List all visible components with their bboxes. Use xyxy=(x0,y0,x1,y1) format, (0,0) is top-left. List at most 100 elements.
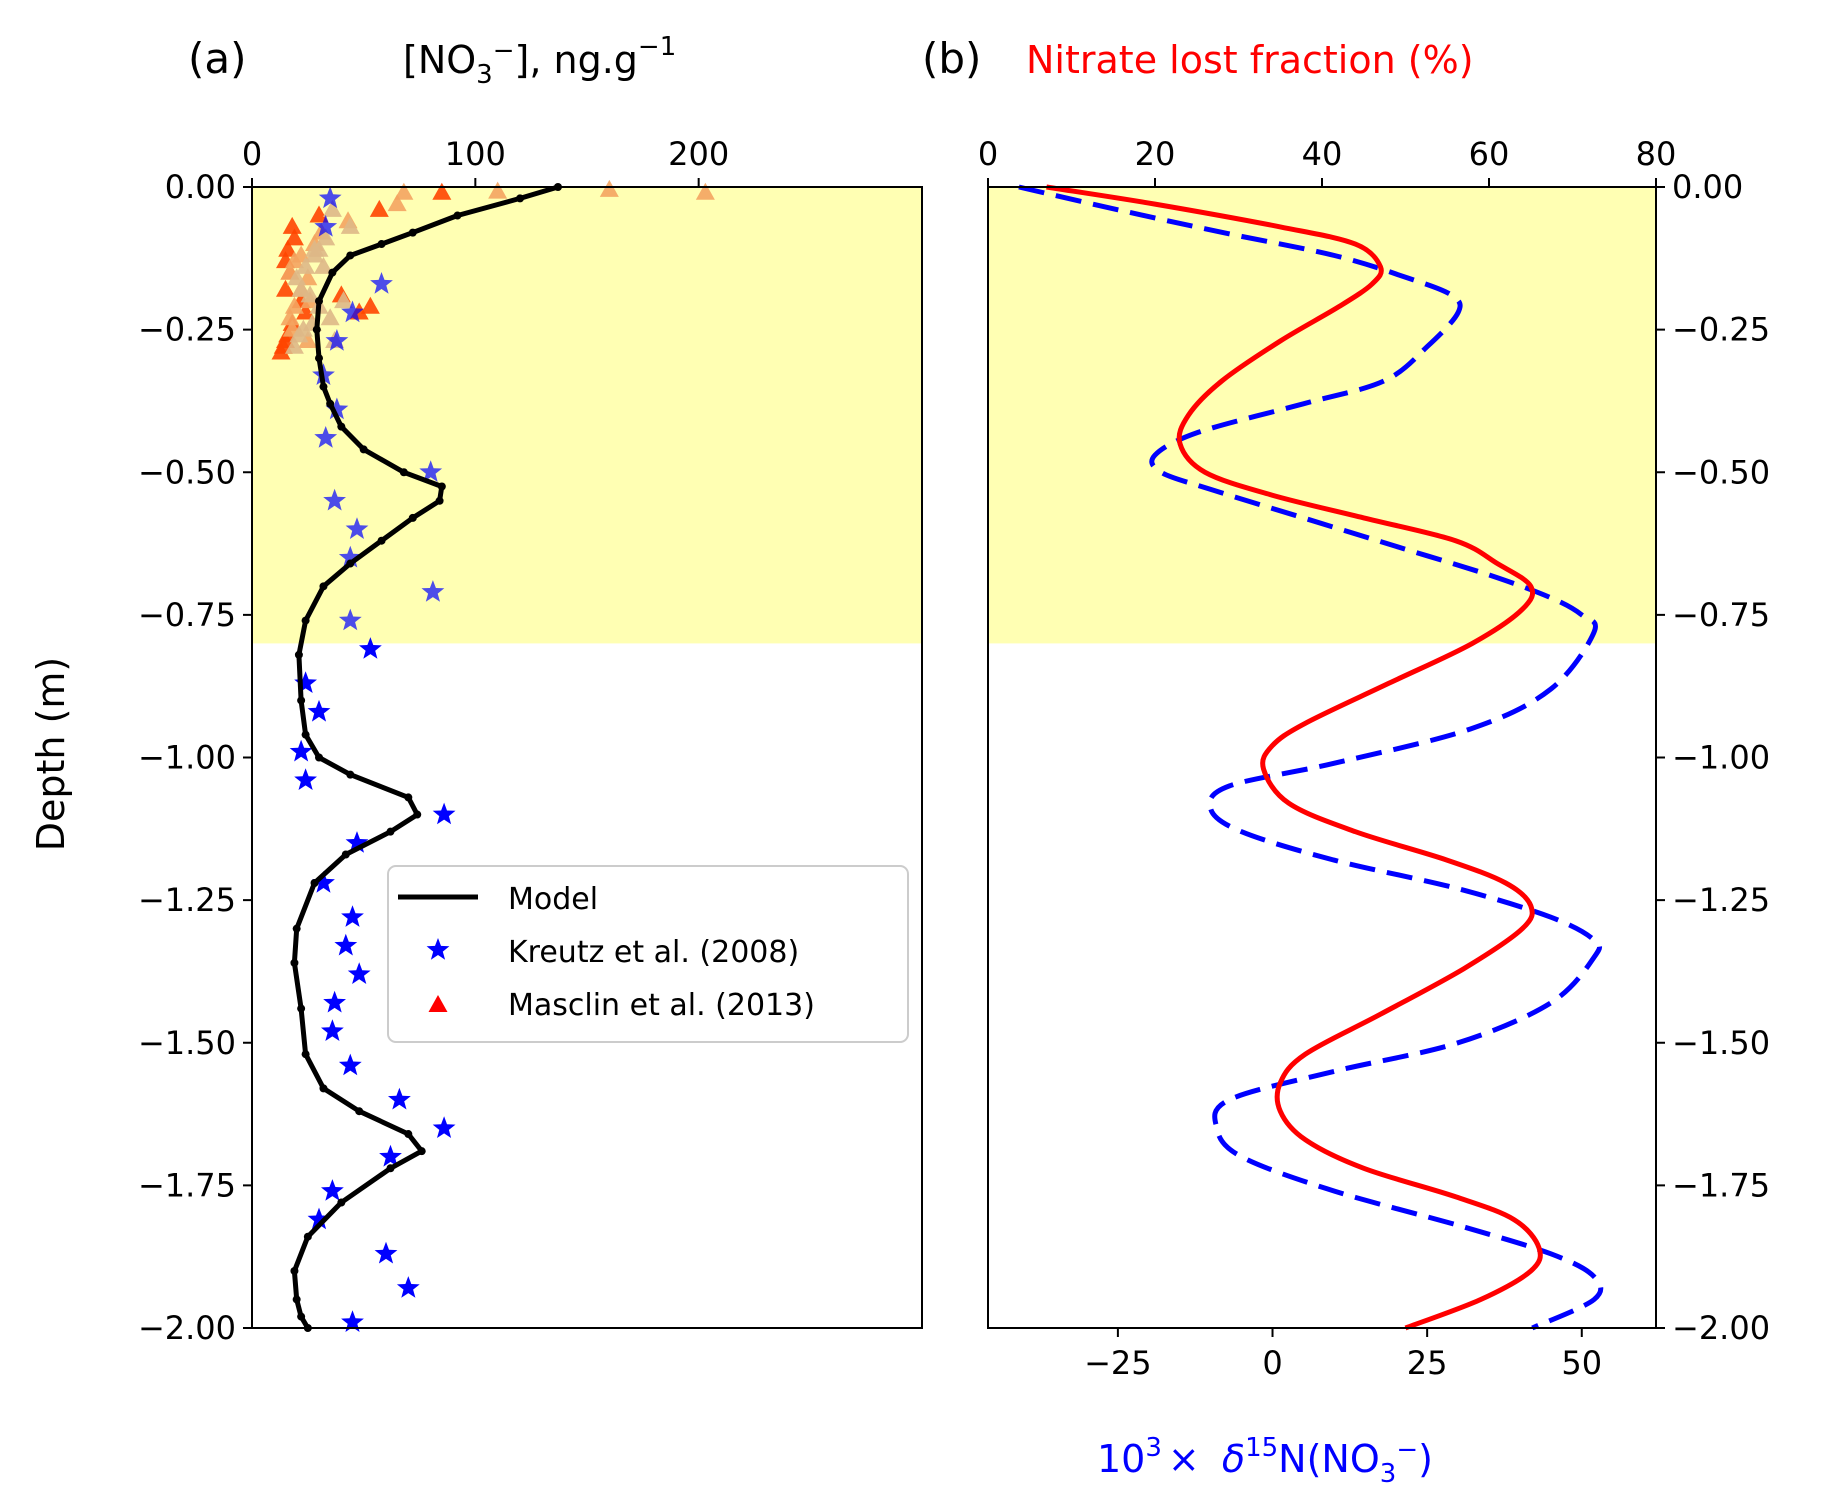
kreutz-point xyxy=(307,699,331,722)
model-point xyxy=(408,228,417,237)
model-point xyxy=(290,1266,299,1275)
masclin-point xyxy=(316,228,336,246)
kreutz-point xyxy=(432,1116,456,1138)
model-point xyxy=(315,753,323,762)
panel-b-bottom-x-ticks: −25 0 25 50 xyxy=(1084,1328,1602,1382)
kreutz-point xyxy=(345,831,369,853)
kreutz-point xyxy=(325,397,349,420)
kreutz-point xyxy=(345,517,369,539)
panel-a-top-x-ticks: 0 100 200 xyxy=(242,135,729,187)
model-point xyxy=(437,482,446,491)
kreutz-point xyxy=(325,329,349,351)
panel-a-label: (a) xyxy=(188,34,247,83)
masclin-point xyxy=(271,342,291,360)
model-point xyxy=(399,468,408,477)
model-point xyxy=(294,650,303,659)
masclin-point xyxy=(340,216,360,234)
panel-a-kreutz-points xyxy=(289,186,456,1332)
legend-model-label: Model xyxy=(508,882,598,917)
model-point xyxy=(377,240,386,249)
model-point xyxy=(297,696,306,705)
masclin-point xyxy=(320,308,340,326)
kreutz-point xyxy=(323,990,346,1013)
legend-box xyxy=(387,865,909,1043)
y-tick-label: −0.50 xyxy=(138,453,236,491)
kreutz-point xyxy=(321,1019,344,1041)
model-point xyxy=(297,1312,306,1321)
panel-b-bottom-x-axis-label: 103 × δ15N(NO3−) xyxy=(1097,1433,1433,1489)
kreutz-point xyxy=(314,214,338,237)
top-x-tick-label: 0 xyxy=(978,135,998,173)
x-tick-label: 200 xyxy=(668,135,729,173)
model-point xyxy=(346,559,355,568)
y-tick-label: −0.25 xyxy=(138,311,236,349)
masclin-point xyxy=(313,256,333,274)
right-y-tick-label: −1.50 xyxy=(1672,1024,1770,1062)
model-point xyxy=(408,513,417,522)
right-y-tick-label: 0.00 xyxy=(1672,168,1743,206)
bottom-x-tick-label: −25 xyxy=(1084,1344,1152,1382)
panel-a-y-ticks: 0.00 −0.25 −0.50 −0.75 −1.00 −1.25 −1.50 −1.75 −… xyxy=(138,168,252,1347)
kreutz-point xyxy=(338,1053,362,1076)
masclin-point xyxy=(695,182,715,200)
model-point xyxy=(310,879,319,888)
panel-a-legend: Model Kreutz et al. (2008) Masclin et al… xyxy=(387,865,909,1043)
panel-a: 0 100 200 0.00 −0.25 −0.50 −0.75 −1.00 −1.25 −1.… xyxy=(29,32,923,1347)
model-point xyxy=(292,924,301,933)
legend-masclin-label: Masclin et al. (2013) xyxy=(508,988,815,1023)
masclin-point xyxy=(334,291,354,309)
panel-a-model-dots xyxy=(290,183,562,1332)
kreutz-point xyxy=(419,460,443,482)
model-point xyxy=(315,297,323,306)
x-tick-label: 0 xyxy=(242,135,262,173)
panel-b-delta15n-line xyxy=(1018,184,1604,1331)
masclin-point xyxy=(387,194,407,212)
y-tick-label: −2.00 xyxy=(138,1309,236,1347)
model-point xyxy=(297,1004,306,1013)
right-y-tick-label: −0.50 xyxy=(1672,453,1770,491)
panel-b-title: Nitrate lost fraction (%) xyxy=(1026,38,1474,82)
model-point xyxy=(417,1147,426,1156)
masclin-point xyxy=(394,182,414,200)
bottom-x-tick-label: 0 xyxy=(1262,1344,1282,1382)
model-point xyxy=(303,1232,312,1241)
kreutz-point xyxy=(341,905,364,927)
kreutz-point xyxy=(307,1207,331,1230)
model-point xyxy=(355,1107,364,1116)
masclin-point xyxy=(284,336,304,354)
kreutz-point xyxy=(323,488,346,511)
masclin-point xyxy=(369,199,389,217)
model-point xyxy=(404,793,413,802)
panel-b-top-x-ticks: 0 20 40 60 80 xyxy=(978,135,1676,187)
model-point xyxy=(516,194,524,203)
legend-kreutz-swatch xyxy=(426,938,450,960)
bottom-x-tick-label: 25 xyxy=(1407,1344,1448,1382)
model-point xyxy=(319,1084,328,1093)
y-tick-label: −1.50 xyxy=(138,1024,236,1062)
right-y-tick-label: −0.75 xyxy=(1672,596,1770,634)
masclin-point xyxy=(284,228,304,246)
kreutz-point xyxy=(421,580,445,602)
masclin-point xyxy=(432,182,452,200)
masclin-point xyxy=(599,179,619,197)
masclin-point xyxy=(360,296,380,314)
model-point xyxy=(301,616,310,625)
model-point xyxy=(312,325,321,334)
top-x-tick-label: 20 xyxy=(1135,135,1176,173)
masclin-point xyxy=(276,279,295,297)
model-point xyxy=(413,810,422,819)
masclin-point xyxy=(296,302,316,320)
y-tick-label: 0.00 xyxy=(165,168,236,206)
model-point xyxy=(292,1295,301,1304)
masclin-point xyxy=(296,256,316,274)
model-point xyxy=(377,536,386,545)
model-point xyxy=(319,582,328,591)
x-tick-label: 100 xyxy=(445,135,506,173)
kreutz-point xyxy=(341,300,364,323)
bottom-x-tick-label: 50 xyxy=(1561,1344,1602,1382)
model-point xyxy=(453,211,462,220)
panel-a-y-axis-label: Depth (m) xyxy=(29,657,73,852)
model-point xyxy=(435,496,444,505)
kreutz-point xyxy=(388,1087,411,1110)
